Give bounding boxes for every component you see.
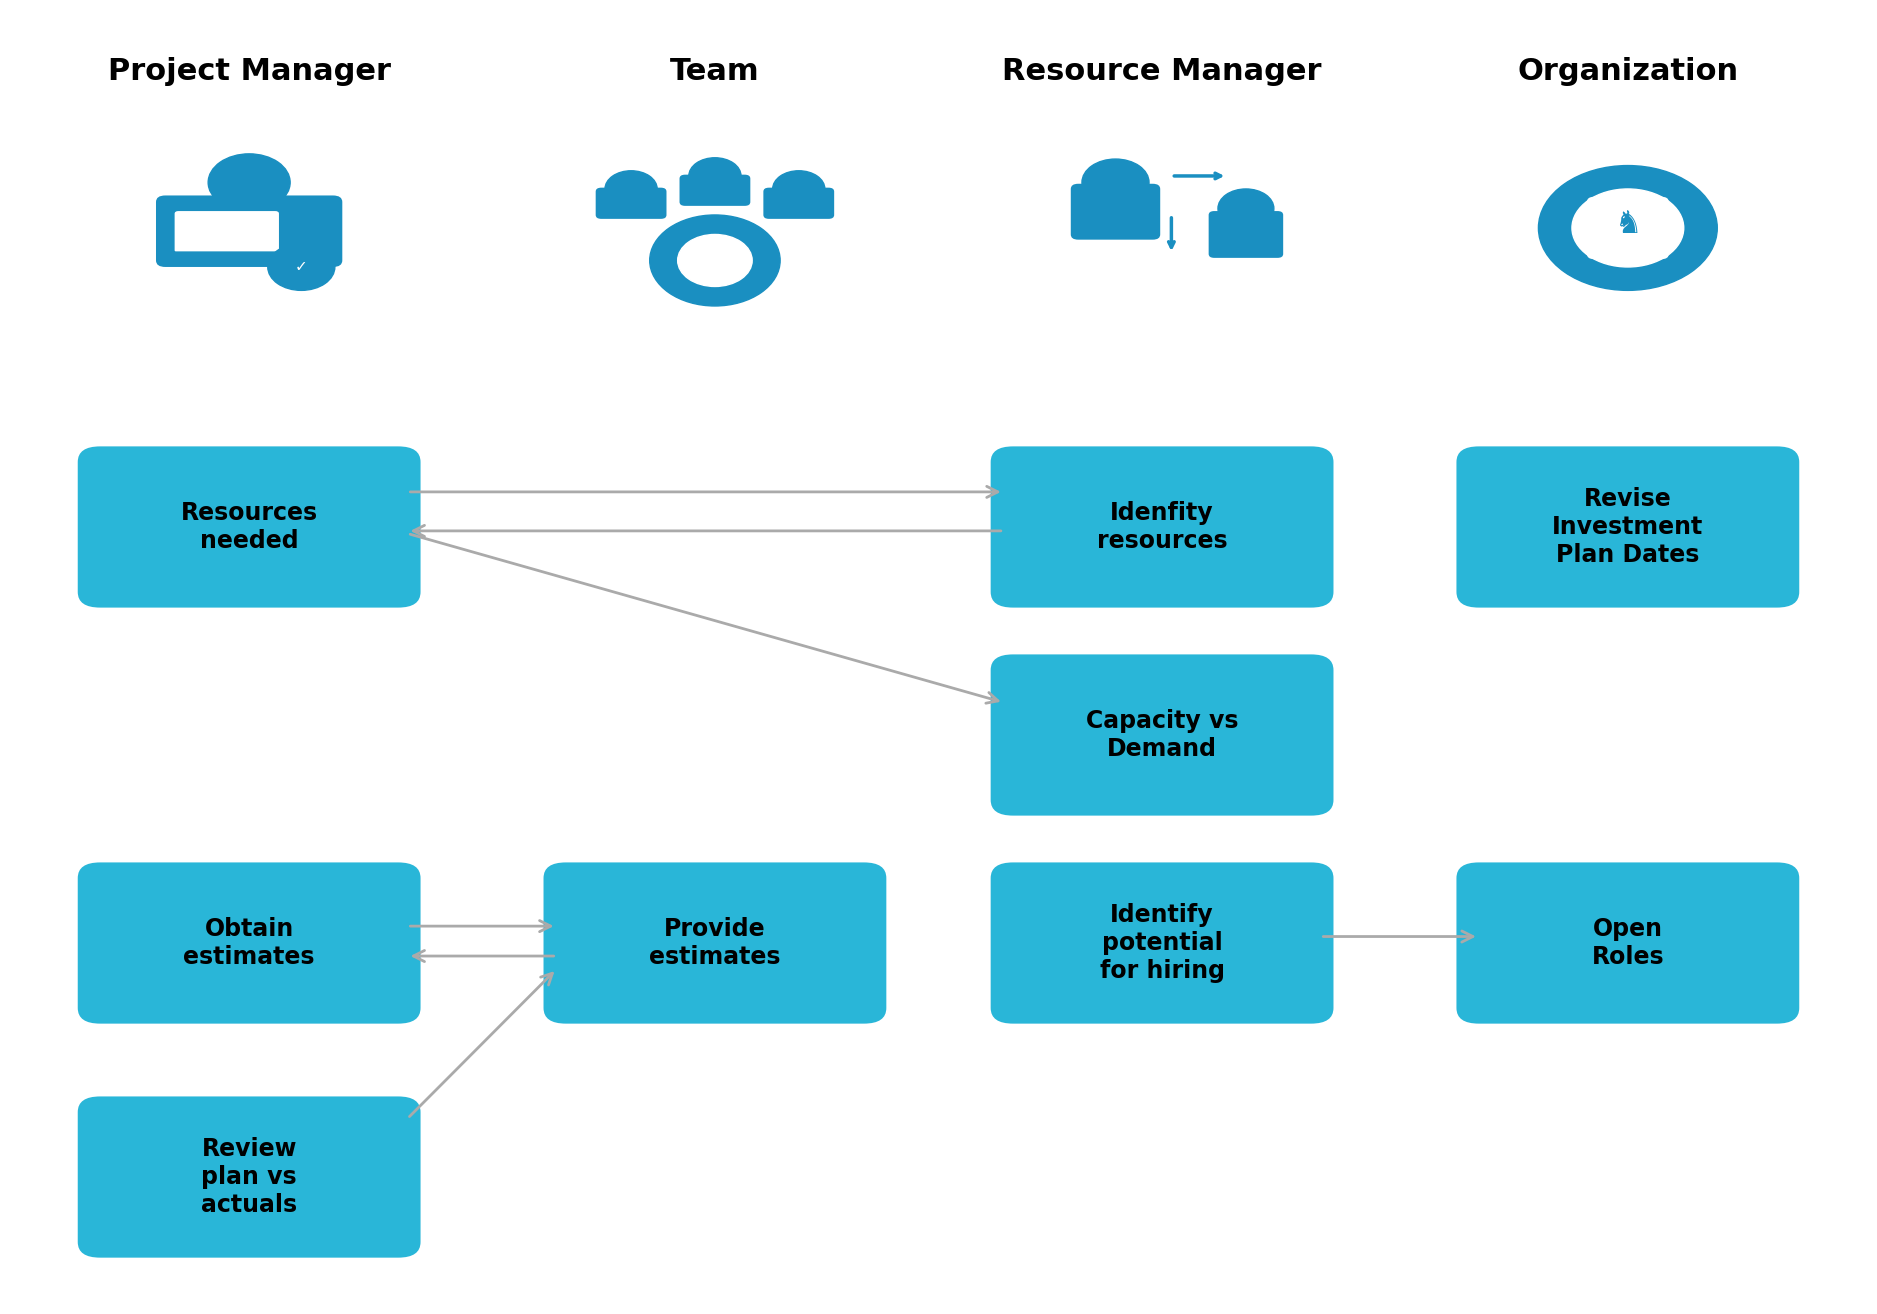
- FancyBboxPatch shape: [764, 188, 833, 219]
- Circle shape: [678, 234, 753, 286]
- Circle shape: [1081, 159, 1149, 206]
- Text: Resources
needed: Resources needed: [180, 501, 317, 553]
- FancyBboxPatch shape: [158, 251, 278, 264]
- Circle shape: [604, 171, 657, 208]
- FancyBboxPatch shape: [1457, 862, 1800, 1024]
- Circle shape: [1218, 189, 1274, 227]
- Circle shape: [649, 215, 781, 306]
- Text: Review
plan vs
actuals: Review plan vs actuals: [201, 1137, 297, 1217]
- FancyBboxPatch shape: [1457, 447, 1800, 607]
- Circle shape: [1539, 166, 1717, 290]
- FancyBboxPatch shape: [156, 196, 342, 267]
- FancyBboxPatch shape: [175, 212, 280, 252]
- Text: Obtain
estimates: Obtain estimates: [184, 917, 315, 968]
- Circle shape: [773, 171, 824, 208]
- Text: ♞: ♞: [1614, 209, 1642, 239]
- Text: Identify
potential
for hiring: Identify potential for hiring: [1100, 903, 1224, 983]
- Text: Organization: Organization: [1517, 58, 1738, 87]
- FancyBboxPatch shape: [1586, 197, 1669, 259]
- FancyBboxPatch shape: [991, 862, 1333, 1024]
- Text: ✓: ✓: [295, 259, 308, 275]
- FancyBboxPatch shape: [595, 188, 666, 219]
- Text: Open
Roles: Open Roles: [1592, 917, 1665, 968]
- FancyBboxPatch shape: [77, 862, 420, 1024]
- Circle shape: [268, 243, 334, 290]
- Text: Project Manager: Project Manager: [107, 58, 390, 87]
- FancyBboxPatch shape: [991, 654, 1333, 816]
- FancyBboxPatch shape: [991, 447, 1333, 607]
- Text: Idenfity
resources: Idenfity resources: [1096, 501, 1228, 553]
- FancyBboxPatch shape: [544, 862, 886, 1024]
- Text: Revise
Investment
Plan Dates: Revise Investment Plan Dates: [1552, 487, 1704, 566]
- FancyBboxPatch shape: [1209, 212, 1284, 258]
- FancyBboxPatch shape: [679, 175, 751, 206]
- FancyBboxPatch shape: [1070, 184, 1160, 239]
- FancyBboxPatch shape: [77, 447, 420, 607]
- Text: Team: Team: [670, 58, 760, 87]
- Text: Provide
estimates: Provide estimates: [649, 917, 781, 968]
- Text: Capacity vs
Demand: Capacity vs Demand: [1085, 710, 1239, 761]
- Circle shape: [1571, 189, 1684, 267]
- Circle shape: [689, 158, 741, 194]
- Text: Resource Manager: Resource Manager: [1002, 58, 1321, 87]
- Circle shape: [208, 154, 291, 212]
- FancyBboxPatch shape: [77, 1096, 420, 1257]
